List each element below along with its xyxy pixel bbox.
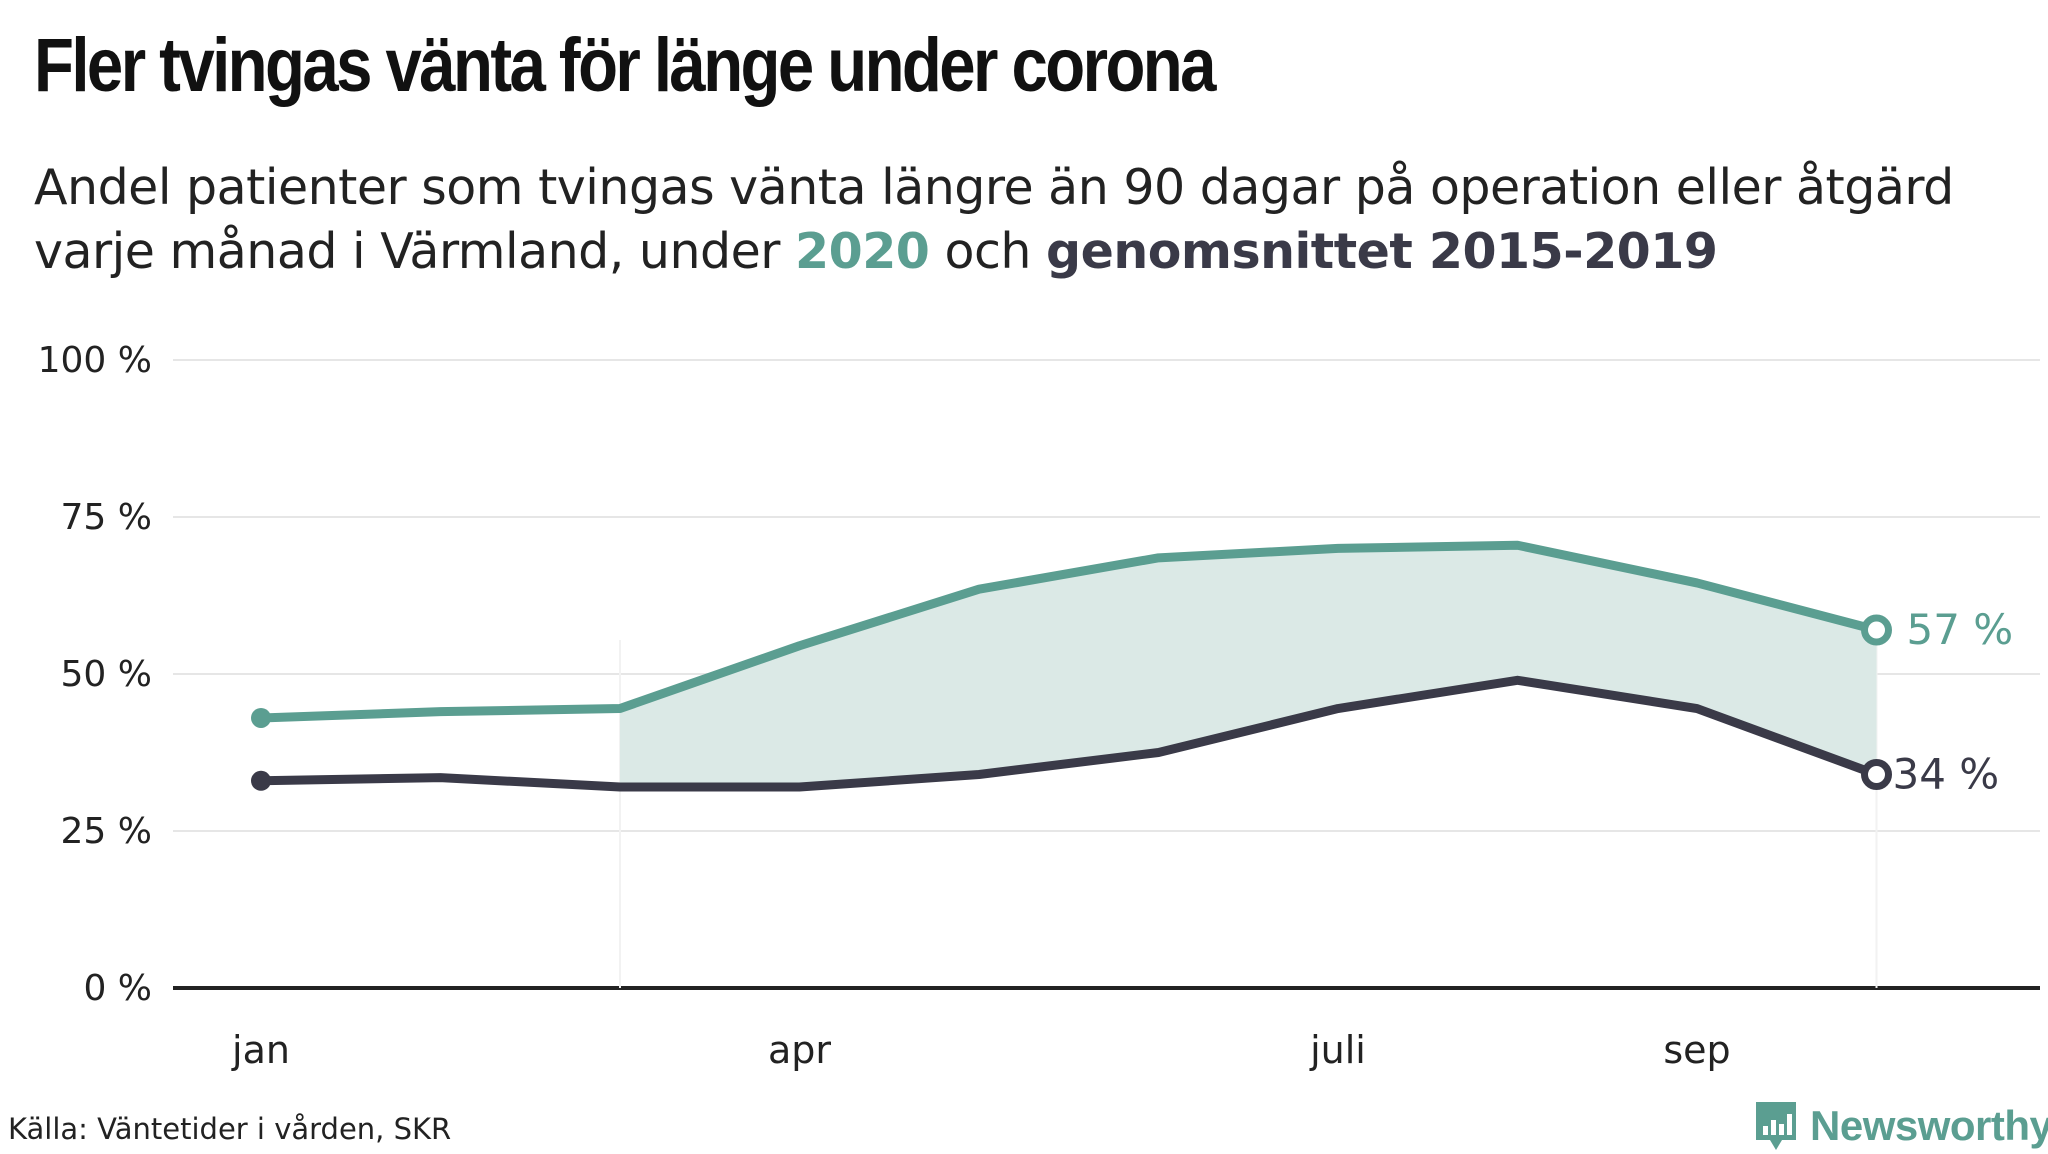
y-tick-label: 25 % xyxy=(61,811,152,852)
source-note: Källa: Väntetider i vården, SKR xyxy=(8,1112,452,1146)
end-labels: 34 % 57 % xyxy=(1893,605,2014,798)
end-label-2020: 57 % xyxy=(1907,605,2014,654)
line-chart: 0 % 25 % 50 % 75 % 100 % jan apr juli sep 34 % 5… xyxy=(38,340,2040,1072)
brand-logo: Newsworthy xyxy=(1752,1098,2048,1154)
y-tick-label: 50 % xyxy=(61,654,152,695)
start-point-2020 xyxy=(251,707,271,728)
legend-2020: 2020 xyxy=(795,223,930,280)
chart-subtitle: Andel patienter som tvingas vänta längre… xyxy=(34,156,1954,284)
series-lines xyxy=(256,540,1881,792)
subtitle-line-2: varje månad i Värmland, under 2020 och g… xyxy=(34,220,1954,284)
end-point-average xyxy=(1861,758,1892,790)
legend-average: genomsnittet 2015-2019 xyxy=(1046,223,1718,280)
series-line-2020 xyxy=(256,540,1881,723)
x-tick-label: apr xyxy=(768,1028,831,1072)
subtitle-middle: och xyxy=(929,223,1047,280)
x-axis-labels: jan apr juli sep xyxy=(231,1028,1731,1072)
y-tick-label: 0 % xyxy=(83,968,152,1009)
end-label-average: 34 % xyxy=(1893,749,2000,798)
subtitle-prefix: varje månad i Värmland, under xyxy=(34,223,796,280)
y-axis-labels: 0 % 25 % 50 % 75 % 100 % xyxy=(38,340,152,1009)
newsworthy-logo-icon xyxy=(1756,1102,1796,1150)
series-line-average xyxy=(256,675,1881,792)
y-tick-label: 75 % xyxy=(61,497,152,538)
x-tick-label: sep xyxy=(1663,1028,1730,1072)
end-point-2020 xyxy=(1861,614,1892,646)
brand-name: Newsworthy xyxy=(1810,1102,2048,1149)
start-point-average xyxy=(251,770,271,791)
x-tick-label: jan xyxy=(231,1028,290,1072)
series-points xyxy=(251,614,1892,791)
y-tick-label: 100 % xyxy=(38,340,152,381)
chart-title: Fler tvingas vänta för länge under coron… xyxy=(34,23,1217,108)
x-tick-label: juli xyxy=(1309,1028,1366,1072)
subtitle-line-1: Andel patienter som tvingas vänta längre… xyxy=(34,159,1954,216)
